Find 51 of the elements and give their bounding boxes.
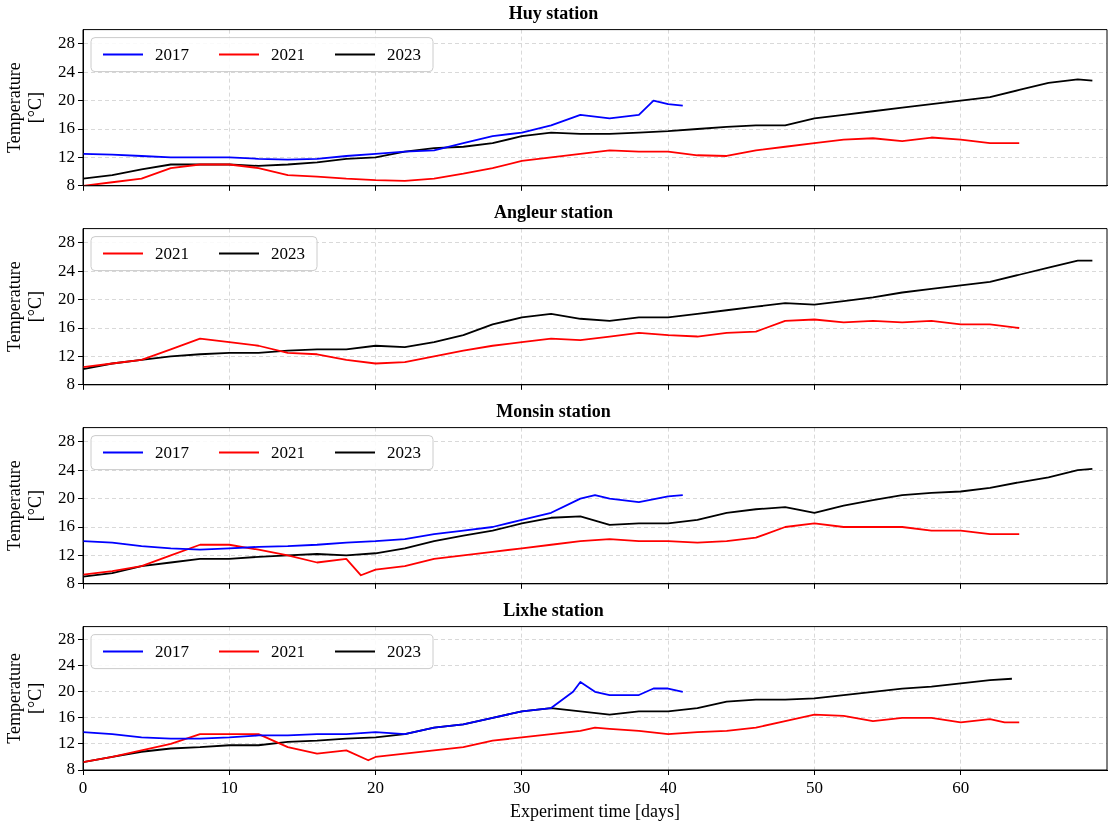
chart-title: Monsin station	[496, 401, 611, 422]
legend-label: 2017	[155, 45, 190, 65]
y-tick-label: 16	[58, 516, 75, 536]
y-tick-label: 8	[66, 759, 75, 779]
y-axis-title: Temperature [°C]	[3, 62, 46, 154]
y-tick-label: 28	[58, 33, 75, 53]
y-tick-label: 24	[58, 61, 76, 81]
x-tick-label: 30	[513, 777, 531, 797]
y-tick-label: 28	[58, 232, 75, 252]
legend-label: 2023	[271, 244, 305, 264]
legend-label: 2021	[155, 244, 189, 264]
legend-label: 2017	[155, 443, 190, 463]
y-tick-label: 20	[58, 681, 75, 701]
x-tick-label: 0	[78, 777, 88, 797]
y-axis-title: Temperature [°C]	[3, 460, 46, 552]
y-tick-label: 24	[58, 260, 76, 280]
y-tick-label: 20	[58, 289, 75, 309]
y-tick-label: 12	[58, 733, 75, 753]
y-tick-label: 24	[58, 655, 76, 675]
y-tick-label: 16	[58, 317, 75, 337]
legend-label: 2017	[155, 642, 190, 662]
y-tick-label: 8	[66, 573, 75, 593]
y-tick-label: 28	[58, 629, 75, 649]
legend-label: 2023	[387, 45, 421, 65]
legend-label: 2023	[387, 443, 421, 463]
y-tick-label: 12	[58, 544, 75, 564]
x-tick-label: 10	[220, 777, 238, 797]
x-tick-label: 50	[805, 777, 823, 797]
y-axis-title: Temperature [°C]	[3, 652, 46, 744]
x-axis-title: Experiment time [days]	[510, 800, 680, 821]
legend-label: 2021	[271, 45, 305, 65]
chart-title: Lixhe station	[503, 600, 604, 621]
y-tick-label: 16	[58, 707, 75, 727]
y-axis-title: Temperature [°C]	[3, 261, 46, 353]
chart-title: Huy station	[508, 3, 599, 24]
x-tick-label: 40	[659, 777, 677, 797]
chart-title: Angleur station	[493, 202, 614, 223]
y-tick-label: 12	[58, 345, 75, 365]
y-tick-label: 28	[58, 431, 75, 451]
legend-label: 2021	[271, 642, 305, 662]
y-tick-label: 16	[58, 118, 75, 138]
x-tick-label: 60	[952, 777, 970, 797]
y-tick-label: 12	[58, 146, 75, 166]
legend-label: 2023	[387, 642, 421, 662]
y-tick-label: 8	[66, 175, 75, 195]
y-tick-label: 20	[58, 488, 75, 508]
y-tick-label: 8	[66, 374, 75, 394]
y-tick-label: 20	[58, 90, 75, 110]
x-tick-label: 20	[367, 777, 385, 797]
y-tick-label: 24	[58, 459, 76, 479]
legend-label: 2021	[271, 443, 305, 463]
